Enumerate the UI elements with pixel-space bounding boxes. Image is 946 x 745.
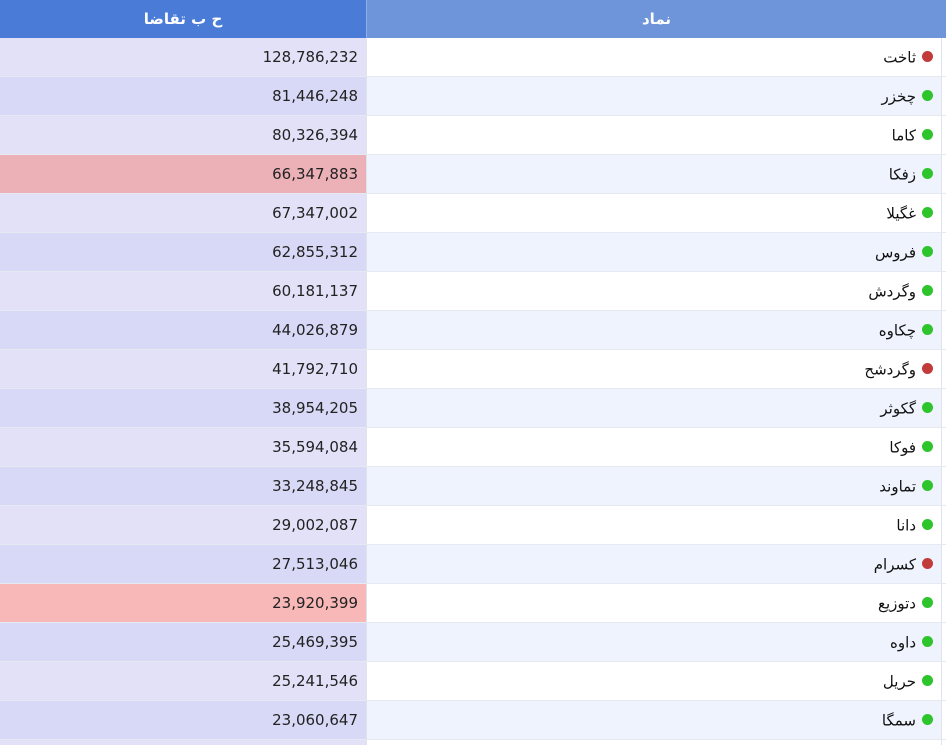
symbol-label: چخزر — [881, 87, 916, 106]
symbol-label: داوه — [890, 633, 916, 652]
symbol-cell[interactable]: دانا — [366, 506, 942, 544]
status-dot-red-icon — [922, 558, 933, 569]
status-dot-red-icon — [922, 51, 933, 62]
symbol-label: گکوثر — [880, 399, 916, 418]
symbol-label: حریل — [882, 672, 916, 691]
table-row[interactable]: 60,181,137 وگردش — [0, 272, 946, 311]
status-dot-green-icon — [922, 246, 933, 257]
table-row[interactable]: 29,002,087 دانا — [0, 506, 946, 545]
demand-volume-cell: 35,594,084 — [0, 428, 366, 466]
demand-volume-cell — [0, 740, 366, 745]
table-row[interactable]: 66,347,883 زفکا — [0, 155, 946, 194]
table-header: ح ب تقاضا نماد — [0, 0, 946, 38]
symbol-label: دتوزیع — [877, 594, 916, 613]
demand-volume-cell: 38,954,205 — [0, 389, 366, 427]
table-body: 128,786,232 ثاخت 81,446,248 چخزر 80,326,394 ک… — [0, 38, 946, 745]
status-dot-green-icon — [922, 714, 933, 725]
demand-volume-cell: 67,347,002 — [0, 194, 366, 232]
table-row[interactable]: 41,792,710 وگردشح — [0, 350, 946, 389]
column-header-symbol[interactable]: نماد — [366, 0, 946, 38]
table-row[interactable]: 44,026,879 چکاوه — [0, 311, 946, 350]
symbol-cell[interactable]: کاما — [366, 116, 942, 154]
status-dot-green-icon — [922, 441, 933, 452]
symbol-cell[interactable]: چکاوه — [366, 311, 942, 349]
symbol-label: ثاخت — [883, 48, 916, 67]
symbol-label: سمگا — [881, 711, 916, 730]
demand-volume-cell: 60,181,137 — [0, 272, 366, 310]
table-row[interactable]: 33,248,845 تماوند — [0, 467, 946, 506]
symbol-cell[interactable]: تماوند — [366, 467, 942, 505]
status-dot-green-icon — [922, 207, 933, 218]
table-row[interactable]: 25,241,546 حریل — [0, 662, 946, 701]
symbol-label: فوکا — [889, 438, 916, 457]
table-row[interactable]: 27,513,046 کسرام — [0, 545, 946, 584]
demand-volume-cell: 29,002,087 — [0, 506, 366, 544]
table-row[interactable]: 81,446,248 چخزر — [0, 77, 946, 116]
demand-volume-cell: 62,855,312 — [0, 233, 366, 271]
symbol-label: وگردش — [868, 282, 916, 301]
symbol-cell[interactable]: زفکا — [366, 155, 942, 193]
table-row[interactable]: 23,920,399 دتوزیع — [0, 584, 946, 623]
status-dot-green-icon — [922, 597, 933, 608]
status-dot-green-icon — [922, 675, 933, 686]
symbol-label: زفکا — [888, 165, 916, 184]
table-row[interactable]: 38,954,205 گکوثر — [0, 389, 946, 428]
demand-volume-cell: 128,786,232 — [0, 38, 366, 76]
demand-volume-cell: 33,248,845 — [0, 467, 366, 505]
status-dot-green-icon — [922, 168, 933, 179]
demand-volume-cell: 23,060,647 — [0, 701, 366, 739]
demand-volume-cell: 44,026,879 — [0, 311, 366, 349]
demand-volume-cell: 27,513,046 — [0, 545, 366, 583]
status-dot-green-icon — [922, 285, 933, 296]
demand-volume-cell: 41,792,710 — [0, 350, 366, 388]
demand-volume-cell: 80,326,394 — [0, 116, 366, 154]
demand-volume-cell: 66,347,883 — [0, 155, 366, 193]
symbol-label: وگردشح — [864, 360, 916, 379]
status-dot-green-icon — [922, 129, 933, 140]
status-dot-green-icon — [922, 519, 933, 530]
table-row[interactable]: 67,347,002 غگیلا — [0, 194, 946, 233]
symbol-label: چکاوه — [878, 321, 916, 340]
symbol-cell[interactable]: دتوزیع — [366, 584, 942, 622]
symbol-label: تماوند — [879, 477, 916, 496]
status-dot-green-icon — [922, 402, 933, 413]
column-header-demand-volume[interactable]: ح ب تقاضا — [0, 0, 366, 38]
status-dot-green-icon — [922, 324, 933, 335]
symbol-cell[interactable]: کسرام — [366, 545, 942, 583]
symbol-cell[interactable] — [366, 740, 942, 745]
status-dot-green-icon — [922, 90, 933, 101]
symbol-cell[interactable]: داوه — [366, 623, 942, 661]
demand-volume-cell: 81,446,248 — [0, 77, 366, 115]
table-row[interactable]: 25,469,395 داوه — [0, 623, 946, 662]
table-row[interactable]: 35,594,084 فوکا — [0, 428, 946, 467]
symbol-label: فروس — [874, 243, 916, 262]
symbol-cell[interactable]: حریل — [366, 662, 942, 700]
demand-volume-cell: 25,469,395 — [0, 623, 366, 661]
symbol-label: کاما — [891, 126, 916, 145]
symbol-cell[interactable]: ثاخت — [366, 38, 942, 76]
table-row[interactable]: 23,060,647 سمگا — [0, 701, 946, 740]
symbol-cell[interactable]: فروس — [366, 233, 942, 271]
symbol-label: دانا — [896, 516, 916, 535]
symbol-cell[interactable]: وگردشح — [366, 350, 942, 388]
status-dot-green-icon — [922, 480, 933, 491]
symbol-cell[interactable]: سمگا — [366, 701, 942, 739]
symbol-cell[interactable]: غگیلا — [366, 194, 942, 232]
symbol-label: کسرام — [873, 555, 916, 574]
table-row[interactable]: 128,786,232 ثاخت — [0, 38, 946, 77]
symbol-cell[interactable]: فوکا — [366, 428, 942, 466]
symbol-label: غگیلا — [886, 204, 916, 223]
table-row[interactable] — [0, 740, 946, 745]
symbol-cell[interactable]: گکوثر — [366, 389, 942, 427]
symbol-cell[interactable]: وگردش — [366, 272, 942, 310]
table-row[interactable]: 80,326,394 کاما — [0, 116, 946, 155]
demand-volume-cell: 23,920,399 — [0, 584, 366, 622]
status-dot-green-icon — [922, 636, 933, 647]
status-dot-red-icon — [922, 363, 933, 374]
demand-volume-cell: 25,241,546 — [0, 662, 366, 700]
table-row[interactable]: 62,855,312 فروس — [0, 233, 946, 272]
symbol-cell[interactable]: چخزر — [366, 77, 942, 115]
